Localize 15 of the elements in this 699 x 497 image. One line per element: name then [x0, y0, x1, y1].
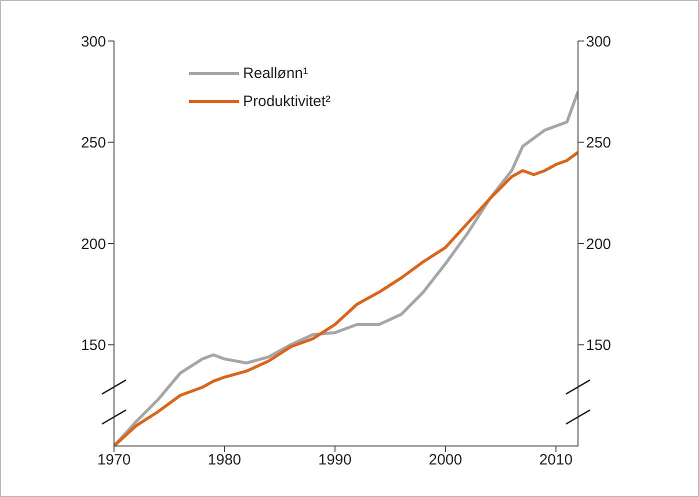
y2-tick-label: 150 — [586, 337, 612, 354]
legend-label: Reallønn¹ — [243, 64, 308, 82]
y-tick-label: 150 — [80, 337, 106, 354]
y-tick-label: 250 — [80, 134, 106, 152]
y2-tick-label: 250 — [586, 134, 612, 152]
x-tick-label: 1980 — [208, 452, 242, 469]
x-tick-label: 2000 — [428, 452, 462, 469]
y-tick-label: 200 — [80, 236, 106, 253]
x-tick-label: 1970 — [97, 452, 131, 469]
y2-tick-label: 300 — [586, 33, 612, 50]
y-tick-label: 300 — [80, 33, 106, 50]
x-tick-label: 1990 — [318, 452, 352, 469]
y2-tick-label: 200 — [586, 236, 612, 253]
x-tick-label: 2010 — [539, 452, 573, 469]
legend-label: Produktivitet² — [243, 92, 331, 110]
